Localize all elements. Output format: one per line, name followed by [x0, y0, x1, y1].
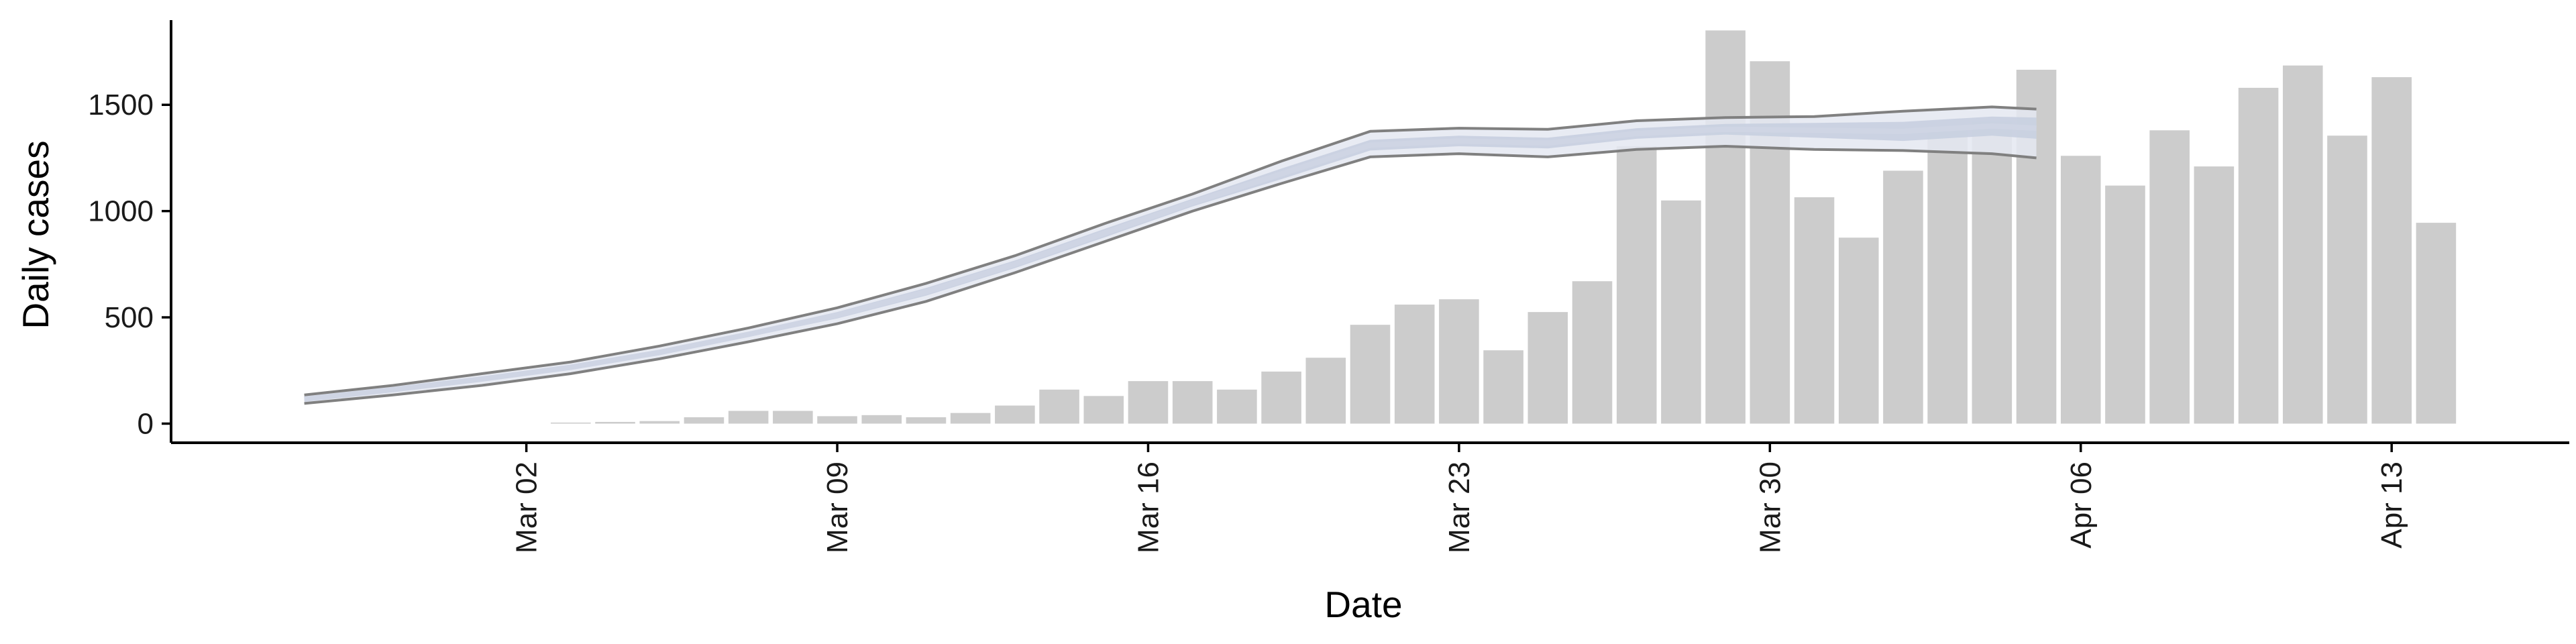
- case-bar: [817, 416, 857, 424]
- y-tick-label: 500: [105, 301, 154, 334]
- case-bar: [906, 417, 947, 424]
- case-bar: [2238, 87, 2279, 424]
- case-bar: [950, 413, 991, 424]
- case-bar: [2371, 77, 2412, 424]
- estimate-band-layer: [304, 107, 2037, 404]
- case-bar: [1883, 170, 1923, 424]
- case-bar: [595, 421, 635, 424]
- case-bar: [1661, 200, 1701, 424]
- case-bar: [2060, 156, 2101, 424]
- case-bar: [2149, 130, 2190, 424]
- x-axis-title: Date: [1324, 584, 1402, 625]
- case-bar: [1172, 381, 1213, 424]
- case-bar: [728, 411, 769, 424]
- case-bar: [1616, 146, 1657, 424]
- case-bar: [1039, 389, 1079, 424]
- y-ticks: 0 500 1000 1500: [88, 89, 171, 440]
- y-tick-label: 1000: [88, 195, 154, 228]
- case-bar: [1217, 389, 1257, 424]
- bars-layer: [551, 30, 2457, 424]
- case-bar: [1305, 358, 1346, 424]
- case-bar: [684, 417, 724, 424]
- estimate-line: [304, 123, 2037, 402]
- case-bar: [1972, 121, 2012, 424]
- y-axis-title: Daily cases: [15, 140, 56, 329]
- lower-bound-line: [304, 144, 2037, 405]
- case-bar: [1927, 130, 1968, 424]
- case-bar: [1394, 305, 1435, 424]
- case-bar: [1794, 197, 1835, 424]
- x-tick-label: Mar 16: [1132, 462, 1165, 553]
- case-bar: [773, 411, 813, 424]
- case-bar: [995, 405, 1035, 424]
- x-tick-label: Mar 30: [1754, 462, 1786, 553]
- case-bar: [1261, 371, 1301, 424]
- case-bar: [639, 421, 680, 424]
- case-bar: [1527, 312, 1568, 424]
- x-tick-label: Mar 02: [511, 462, 543, 553]
- x-tick-label: Mar 09: [821, 462, 854, 553]
- case-bar: [551, 422, 591, 424]
- y-tick-label: 1500: [88, 89, 154, 121]
- case-bar: [1705, 30, 1746, 424]
- axes-layer: [170, 20, 2569, 444]
- estimate-lines-layer: [304, 105, 2037, 405]
- upper-bound-line: [304, 105, 2037, 396]
- case-bar: [2327, 136, 2367, 424]
- case-bar: [2416, 223, 2457, 424]
- case-bar: [1439, 299, 1479, 424]
- case-bar: [1128, 381, 1169, 424]
- case-bar: [1483, 350, 1523, 424]
- case-bar: [1572, 281, 1613, 424]
- case-bar: [2105, 185, 2145, 424]
- y-tick-label: 0: [138, 407, 154, 440]
- case-bar: [2194, 166, 2235, 424]
- case-bar: [2282, 65, 2323, 424]
- case-bar: [1838, 237, 1879, 424]
- case-bar: [1083, 396, 1124, 424]
- x-tick-label: Mar 23: [1443, 462, 1476, 553]
- x-tick-label: Apr 13: [2375, 462, 2408, 549]
- case-bar: [861, 415, 902, 424]
- x-tick-label: Apr 06: [2065, 462, 2098, 549]
- case-bar: [1350, 325, 1391, 424]
- x-ticks: Mar 02 Mar 09 Mar 16 Mar 23 Mar 30 Apr 06 Apr …: [511, 443, 2408, 553]
